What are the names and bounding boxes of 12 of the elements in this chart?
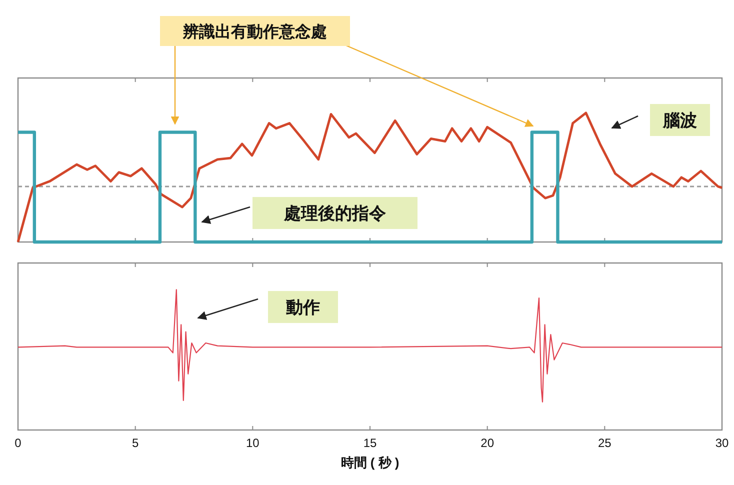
series-label: 動作 (285, 298, 320, 317)
x-tick-label: 10 (246, 436, 260, 450)
x-tick-label: 25 (598, 436, 612, 450)
x-tick-label: 15 (363, 436, 377, 450)
x-tick-label: 20 (480, 436, 494, 450)
x-axis-title: 時間 ( 秒 ) (340, 455, 400, 470)
text: 腦波 (662, 111, 697, 130)
series-label: 處理後的指令 (283, 204, 386, 223)
x-tick-label: 30 (715, 436, 729, 450)
x-tick-label: 0 (14, 436, 22, 450)
x-tick-label: 5 (132, 436, 139, 450)
text: 辨識出有動作意念處 (182, 23, 327, 41)
